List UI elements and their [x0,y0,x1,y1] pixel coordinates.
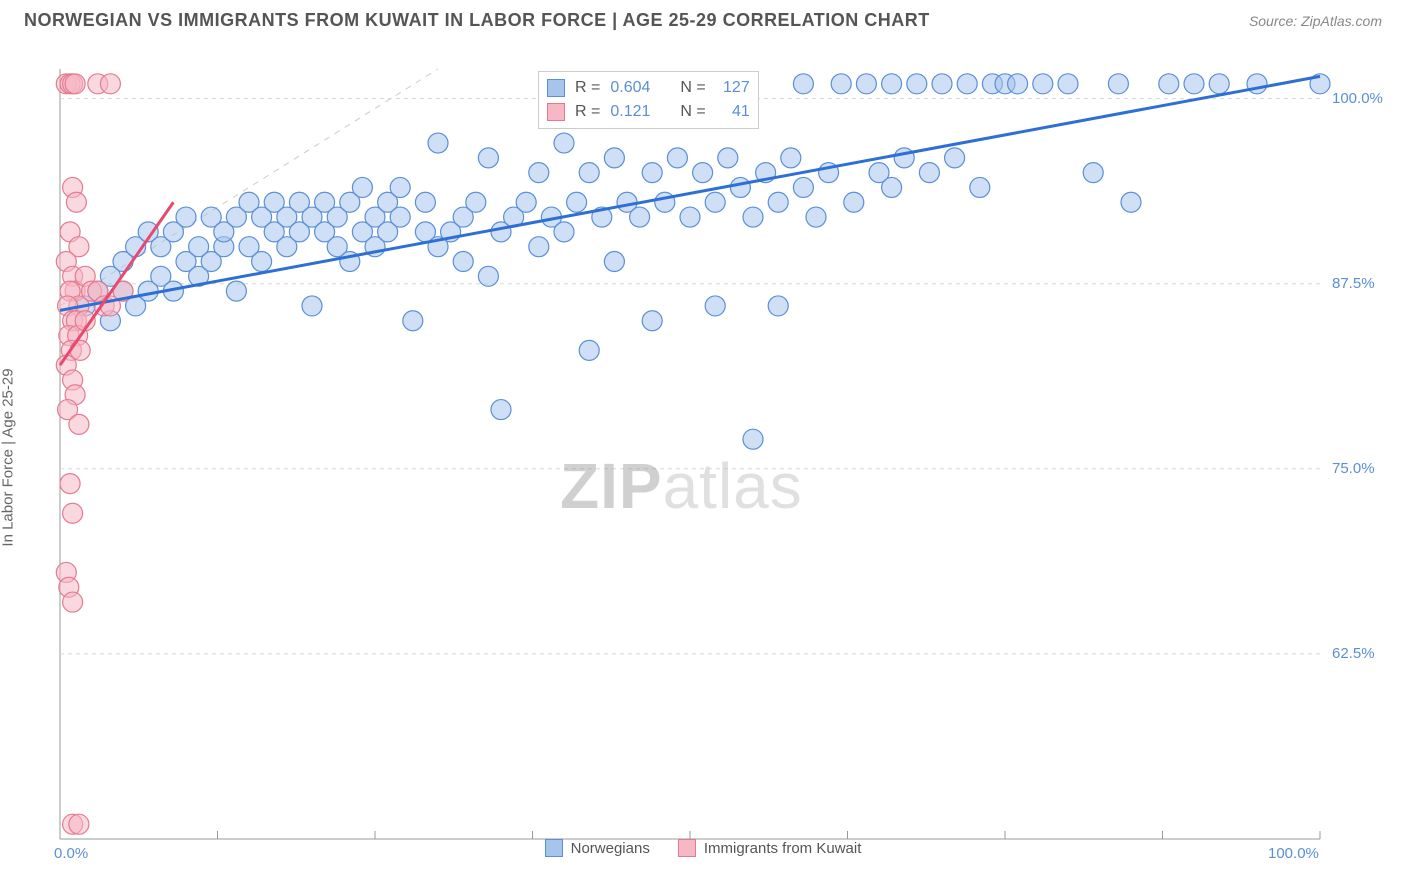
r-value: 0.604 [610,79,650,97]
x-tick-label: 100.0% [1268,845,1319,862]
legend-entry: Immigrants from Kuwait [678,839,862,857]
r-label: R = [575,79,600,97]
legend-label: Immigrants from Kuwait [704,840,862,857]
n-label: N = [680,79,705,97]
legend-swatch [547,103,565,121]
stat-legend-row: R = 0.121 N = 41 [547,100,750,124]
r-label: R = [575,103,600,121]
n-label: N = [680,103,705,121]
legend-label: Norwegians [571,840,650,857]
legend-swatch [547,79,565,97]
chart-container: In Labor Force | Age 25-29 ZIPatlas R =0… [0,39,1406,859]
x-tick-label: 0.0% [54,845,88,862]
stat-legend-row: R = 0.604 N = 127 [547,76,750,100]
chart-title: NORWEGIAN VS IMMIGRANTS FROM KUWAIT IN L… [24,10,930,31]
correlation-legend: R = 0.604 N = 127 R = 0.121 N = 41 [538,71,759,129]
chart-header: NORWEGIAN VS IMMIGRANTS FROM KUWAIT IN L… [0,0,1406,39]
series-legend: Norwegians Immigrants from Kuwait [0,839,1406,857]
scatter-chart [0,39,1406,859]
legend-swatch [545,839,563,857]
legend-swatch [678,839,696,857]
n-value: 41 [716,103,750,121]
legend-entry: Norwegians [545,839,650,857]
y-axis-label: In Labor Force | Age 25-29 [0,368,17,546]
r-value: 0.121 [610,103,650,121]
chart-source: Source: ZipAtlas.com [1249,13,1382,29]
n-value: 127 [716,79,750,97]
